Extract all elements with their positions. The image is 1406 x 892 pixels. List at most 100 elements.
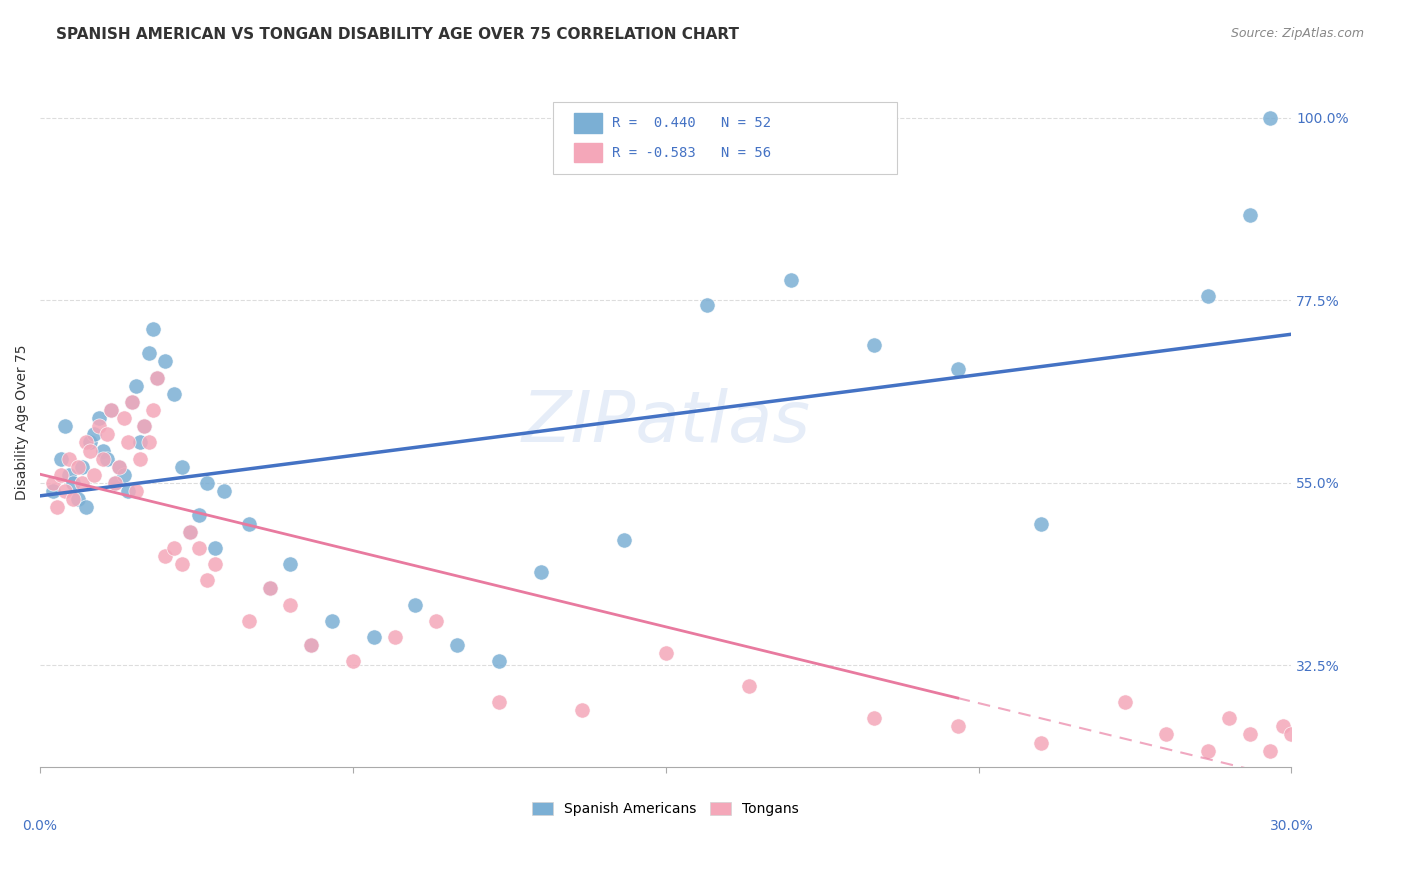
Point: [58, 451, 80, 466]
Y-axis label: Disability Age Over 75: Disability Age Over 75: [15, 344, 30, 500]
Point: [170, 459, 193, 474]
Point: [66, 459, 89, 474]
Point: [1114, 695, 1136, 709]
Point: [425, 614, 447, 628]
Point: [162, 386, 184, 401]
Point: [299, 638, 322, 652]
Point: [75, 500, 97, 515]
Point: [187, 508, 209, 523]
Point: [529, 566, 551, 580]
Point: [79, 435, 101, 450]
Point: [41, 475, 63, 490]
Point: [62, 475, 84, 490]
Point: [179, 524, 201, 539]
Point: [100, 403, 122, 417]
Point: [1029, 516, 1052, 531]
Point: [66, 492, 89, 507]
Point: [1218, 711, 1240, 725]
Point: [70, 475, 93, 490]
Point: [405, 598, 427, 612]
Point: [83, 427, 105, 442]
Point: [1239, 208, 1261, 222]
Text: R = -0.583   N = 56: R = -0.583 N = 56: [612, 145, 770, 160]
Point: [446, 638, 468, 652]
Point: [363, 630, 385, 644]
Point: [195, 475, 218, 490]
Point: [87, 419, 110, 434]
Point: [204, 541, 226, 555]
Point: [49, 467, 72, 482]
Point: [488, 655, 510, 669]
Point: [1239, 727, 1261, 741]
Point: [138, 435, 160, 450]
Point: [53, 484, 76, 499]
FancyBboxPatch shape: [553, 102, 897, 174]
Point: [49, 451, 72, 466]
Point: [1288, 735, 1310, 749]
Point: [112, 411, 135, 425]
Point: [1260, 111, 1282, 125]
Point: [187, 541, 209, 555]
Point: [96, 427, 118, 442]
Point: [108, 459, 131, 474]
Point: [70, 459, 93, 474]
Point: [129, 435, 152, 450]
Point: [238, 614, 260, 628]
Point: [654, 646, 676, 660]
Point: [104, 475, 127, 490]
Point: [45, 500, 67, 515]
Legend: Spanish Americans, Tongans: Spanish Americans, Tongans: [527, 797, 804, 822]
Point: [121, 395, 143, 409]
Point: [91, 451, 114, 466]
Point: [946, 362, 969, 376]
Point: [117, 484, 139, 499]
Point: [1279, 727, 1302, 741]
Point: [299, 638, 322, 652]
Point: [170, 557, 193, 571]
Point: [384, 630, 406, 644]
Point: [195, 574, 218, 588]
Point: [155, 354, 177, 368]
Text: R =  0.440   N = 52: R = 0.440 N = 52: [612, 116, 770, 130]
Point: [280, 598, 302, 612]
Point: [212, 484, 235, 499]
Point: [112, 467, 135, 482]
Point: [613, 533, 636, 547]
Point: [100, 403, 122, 417]
Point: [117, 435, 139, 450]
Point: [121, 395, 143, 409]
Point: [1260, 744, 1282, 758]
Bar: [575, 113, 602, 133]
Point: [91, 443, 114, 458]
Point: [104, 475, 127, 490]
Text: SPANISH AMERICAN VS TONGAN DISABILITY AGE OVER 75 CORRELATION CHART: SPANISH AMERICAN VS TONGAN DISABILITY AG…: [56, 27, 740, 42]
Point: [108, 459, 131, 474]
Point: [146, 370, 169, 384]
Point: [134, 419, 156, 434]
Point: [142, 403, 165, 417]
Point: [53, 419, 76, 434]
Point: [863, 338, 886, 352]
Point: [134, 419, 156, 434]
Text: 30.0%: 30.0%: [1270, 819, 1313, 832]
Point: [696, 297, 718, 311]
Text: Source: ZipAtlas.com: Source: ZipAtlas.com: [1230, 27, 1364, 40]
Point: [142, 322, 165, 336]
Point: [738, 679, 761, 693]
Point: [1197, 744, 1219, 758]
Point: [75, 435, 97, 450]
Point: [129, 451, 152, 466]
Point: [259, 582, 281, 596]
Point: [779, 273, 801, 287]
Point: [204, 557, 226, 571]
Point: [179, 524, 201, 539]
Point: [155, 549, 177, 563]
Point: [1197, 289, 1219, 303]
Point: [138, 346, 160, 360]
Point: [58, 467, 80, 482]
Point: [259, 582, 281, 596]
Point: [125, 378, 148, 392]
Point: [146, 370, 169, 384]
Point: [946, 719, 969, 733]
Point: [125, 484, 148, 499]
